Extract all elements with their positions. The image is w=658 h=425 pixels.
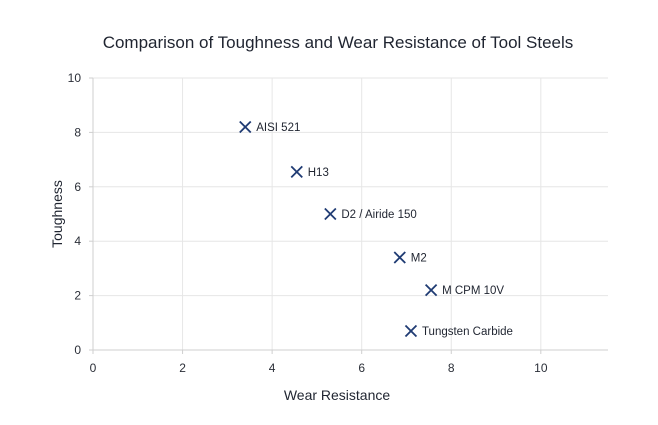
x-marker-stroke <box>239 120 252 134</box>
x-marker-stroke <box>324 207 337 221</box>
x-tick-label: 6 <box>358 361 365 375</box>
y-tick-label: 4 <box>74 234 81 248</box>
data-point: D2 / Airide 150 <box>324 207 417 221</box>
x-tick-label: 4 <box>269 361 276 375</box>
point-label: AISI 521 <box>256 122 300 134</box>
data-point: Tungsten Carbide <box>404 324 513 338</box>
x-marker-stroke <box>404 324 418 338</box>
data-point: M CPM 10V <box>424 284 504 297</box>
point-label: H13 <box>308 167 329 179</box>
x-marker-stroke <box>290 165 303 178</box>
axes <box>92 78 608 351</box>
y-tick-label: 2 <box>74 289 81 303</box>
data-point: M2 <box>393 251 427 265</box>
data-points: AISI 521 H13 D2 / Airide 150 M2 M CPM 10V Tun… <box>239 120 513 338</box>
x-marker-stroke <box>424 284 438 297</box>
y-tick-label: 6 <box>74 180 81 194</box>
y-tick-label: 8 <box>74 125 81 139</box>
x-tick-label: 8 <box>448 361 455 375</box>
chart-title: Comparison of Toughness and Wear Resista… <box>103 33 574 52</box>
point-label: D2 / Airide 150 <box>341 209 416 221</box>
grid-lines <box>93 77 608 350</box>
y-tick-label: 0 <box>74 343 81 357</box>
data-point: AISI 521 <box>239 120 300 134</box>
point-label: M2 <box>411 253 427 265</box>
y-tick-label: 10 <box>68 71 82 85</box>
point-label: M CPM 10V <box>442 285 504 297</box>
y-axis-label: Toughness <box>49 180 65 248</box>
x-axis-label: Wear Resistance <box>284 387 391 403</box>
x-marker-stroke <box>393 251 406 264</box>
point-label: Tungsten Carbide <box>422 326 513 338</box>
x-tick-label: 0 <box>90 361 97 375</box>
x-tick-label: 2 <box>179 361 186 375</box>
tick-labels: 0 2 4 6 8 10 0 2 4 6 8 10 <box>68 71 548 375</box>
x-tick-label: 10 <box>534 361 548 375</box>
data-point: H13 <box>290 165 329 179</box>
